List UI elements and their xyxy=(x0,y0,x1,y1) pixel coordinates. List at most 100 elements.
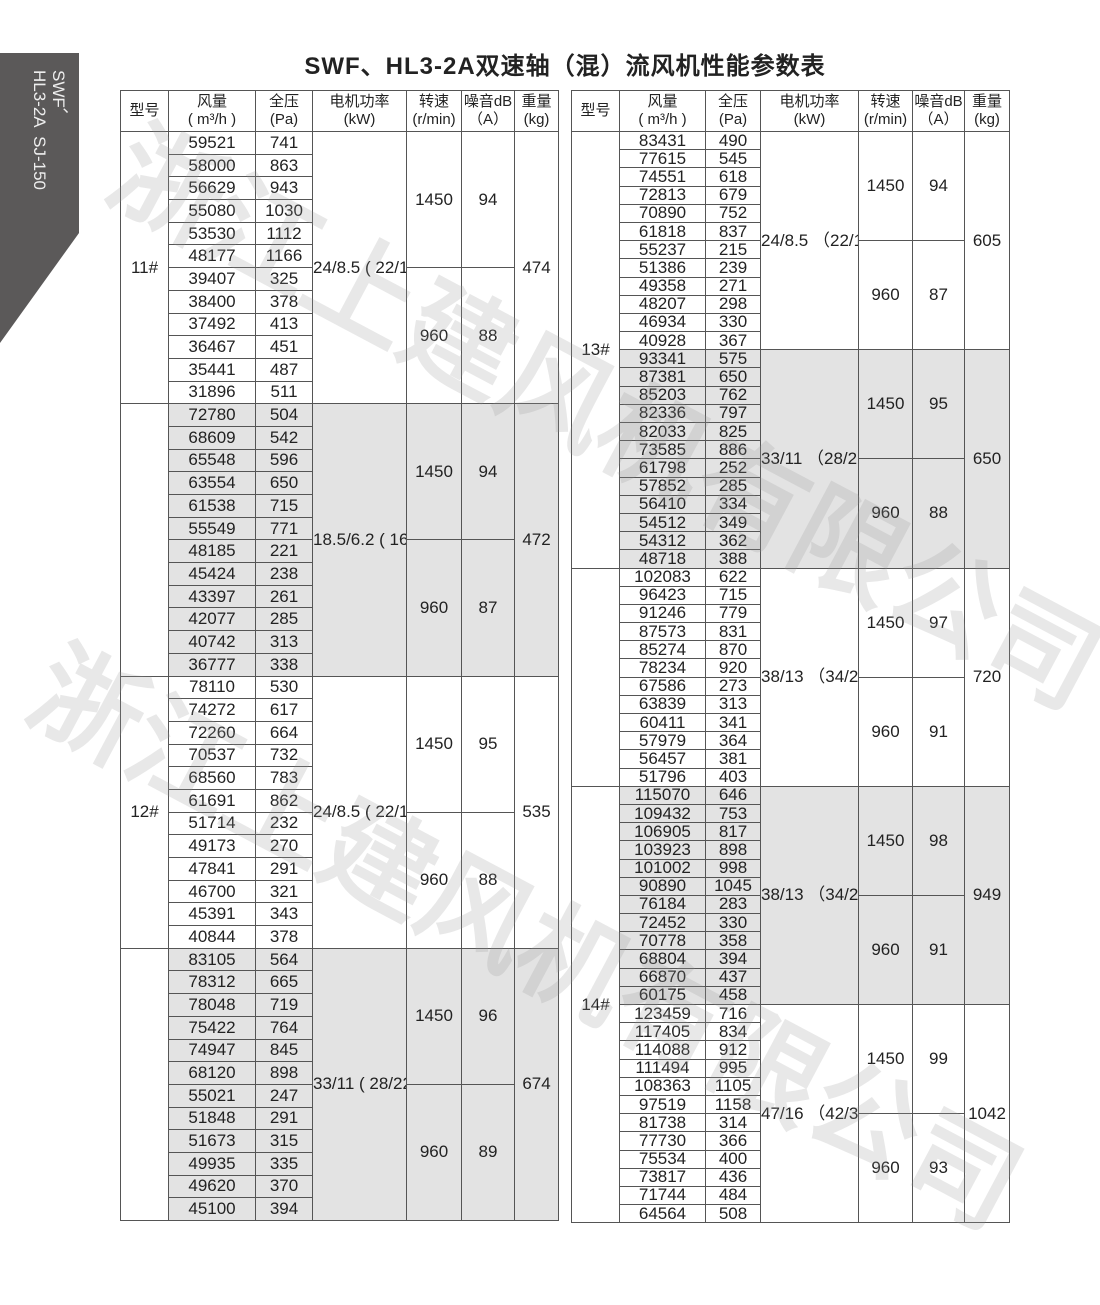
table-row: 78234 920 xyxy=(572,658,1010,678)
flow-cell: 56457 xyxy=(619,749,706,769)
flow-cell: 49358 xyxy=(619,276,706,296)
speed-cell: 960 xyxy=(858,1113,913,1224)
flow-cell: 106905 xyxy=(619,822,706,842)
flow-cell: 45100 xyxy=(168,1197,256,1221)
weight-cell: 674 xyxy=(514,947,559,1222)
header-pressure: 全压 (Pa) xyxy=(255,90,313,132)
flow-cell: 115070 xyxy=(619,785,706,805)
noise-cell: 89 xyxy=(461,1083,515,1222)
pressure-cell: 330 xyxy=(705,913,761,933)
flow-cell: 73817 xyxy=(619,1167,706,1187)
pressure-cell: 618 xyxy=(705,167,761,187)
pressure-cell: 451 xyxy=(255,335,313,359)
table-row: 51386 239 xyxy=(572,258,1010,278)
table-row: 114088 912 xyxy=(572,1040,1010,1060)
table-row: 55237 215 960 87 xyxy=(572,240,1010,351)
flow-cell: 72452 xyxy=(619,913,706,933)
table-row: 56629 943 xyxy=(121,176,559,201)
power-cell: 24/8.5 ( 22/18.5 ) xyxy=(312,675,407,949)
flow-cell: 72780 xyxy=(168,403,256,427)
speed-cell: 1450 xyxy=(858,567,913,678)
pressure-cell: 273 xyxy=(705,676,761,696)
pressure-cell: 484 xyxy=(705,1185,761,1206)
speed-cell: 1450 xyxy=(406,403,462,541)
pressure-cell: 741 xyxy=(255,131,313,155)
flow-cell: 55080 xyxy=(168,199,256,223)
flow-cell: 71744 xyxy=(619,1185,706,1206)
table-row: 61538 715 xyxy=(121,494,559,518)
table-row: 74272 617 xyxy=(121,698,559,722)
pressure-cell: 330 xyxy=(705,312,761,333)
table-row: 51673 315 xyxy=(121,1129,559,1153)
flow-cell: 101002 xyxy=(619,858,706,878)
model-cell: 14# xyxy=(571,785,620,1224)
noise-cell: 94 xyxy=(912,130,965,242)
pressure-cell: 335 xyxy=(255,1151,313,1176)
header-weight: 重量 (kg) xyxy=(514,90,559,132)
table-row: 85274 870 xyxy=(572,640,1010,660)
table-row: 81738 314 960 93 xyxy=(572,1113,1010,1224)
flow-cell: 53530 xyxy=(168,221,256,246)
weight-cell: 1042 xyxy=(964,1003,1010,1224)
header-power: 电机功率 (kW) xyxy=(312,90,407,132)
flow-cell: 40742 xyxy=(168,630,256,654)
speed-cell: 1450 xyxy=(406,675,462,813)
flow-cell: 61818 xyxy=(619,221,706,242)
header-model: 型号 xyxy=(571,90,620,132)
pressure-cell: 646 xyxy=(705,785,761,805)
flow-cell: 63839 xyxy=(619,694,706,715)
header-row: 型号 风量 ( m³/h ) 全压 (Pa) 电机功率 (kW) 转速 (r/min) 噪… xyxy=(120,90,559,132)
pressure-cell: 239 xyxy=(705,258,761,278)
noise-cell: 88 xyxy=(912,458,965,569)
pressure-cell: 863 xyxy=(255,153,313,178)
speed-cell: 960 xyxy=(858,894,913,1006)
table-row: 96423 715 xyxy=(572,585,1010,605)
flow-cell: 51673 xyxy=(168,1129,256,1153)
table-row: 46934 330 xyxy=(572,312,1010,333)
header-speed: 转速 (r/min) xyxy=(858,90,913,132)
flow-cell: 68120 xyxy=(168,1061,256,1085)
flow-cell: 97519 xyxy=(619,1094,706,1115)
pressure-cell: 261 xyxy=(255,584,313,609)
flow-cell: 57979 xyxy=(619,731,706,751)
flow-cell: 65548 xyxy=(168,448,256,473)
flow-cell: 59521 xyxy=(168,131,256,155)
weight-cell: 949 xyxy=(964,785,1010,1006)
header-model: 型号 xyxy=(120,90,169,132)
pressure-cell: 575 xyxy=(705,349,761,369)
power-cell: 47/16 （42/32） xyxy=(760,1003,859,1224)
header-flow: 风量 ( m³/h ) xyxy=(168,90,256,132)
noise-cell: 88 xyxy=(461,811,515,949)
noise-cell: 87 xyxy=(461,539,515,677)
flow-cell: 49173 xyxy=(168,834,256,858)
flow-cell: 73585 xyxy=(619,440,706,460)
pressure-cell: 400 xyxy=(705,1149,761,1169)
table-row: 68609 542 xyxy=(121,425,559,450)
table-row: 117405 834 xyxy=(572,1022,1010,1042)
table-row: 37492 413 xyxy=(121,312,559,337)
flow-cell: 72813 xyxy=(619,185,706,205)
power-cell: 38/13 （34/26） xyxy=(760,567,859,787)
pressure-cell: 325 xyxy=(255,267,313,291)
pressure-cell: 753 xyxy=(705,803,761,824)
pressure-cell: 378 xyxy=(255,925,313,949)
pressure-cell: 362 xyxy=(705,531,761,551)
pressure-cell: 779 xyxy=(705,603,761,624)
flow-cell: 70890 xyxy=(619,203,706,223)
pressure-cell: 817 xyxy=(705,822,761,842)
table-row: 38400 378 xyxy=(121,289,559,314)
flow-cell: 66870 xyxy=(619,967,706,987)
table-row: 55021 247 960 89 xyxy=(121,1083,559,1222)
pressure-cell: 358 xyxy=(705,931,761,951)
weight-cell: 720 xyxy=(964,567,1010,787)
pressure-cell: 1030 xyxy=(255,199,313,223)
pressure-cell: 617 xyxy=(255,698,313,722)
pressure-cell: 1158 xyxy=(705,1094,761,1115)
table-row: 82336 797 xyxy=(572,403,1010,424)
pressure-cell: 886 xyxy=(705,440,761,460)
speed-cell: 960 xyxy=(406,267,462,405)
pressure-cell: 314 xyxy=(705,1113,761,1133)
table-row: 68804 394 xyxy=(572,949,1010,969)
pressure-cell: 378 xyxy=(255,289,313,314)
